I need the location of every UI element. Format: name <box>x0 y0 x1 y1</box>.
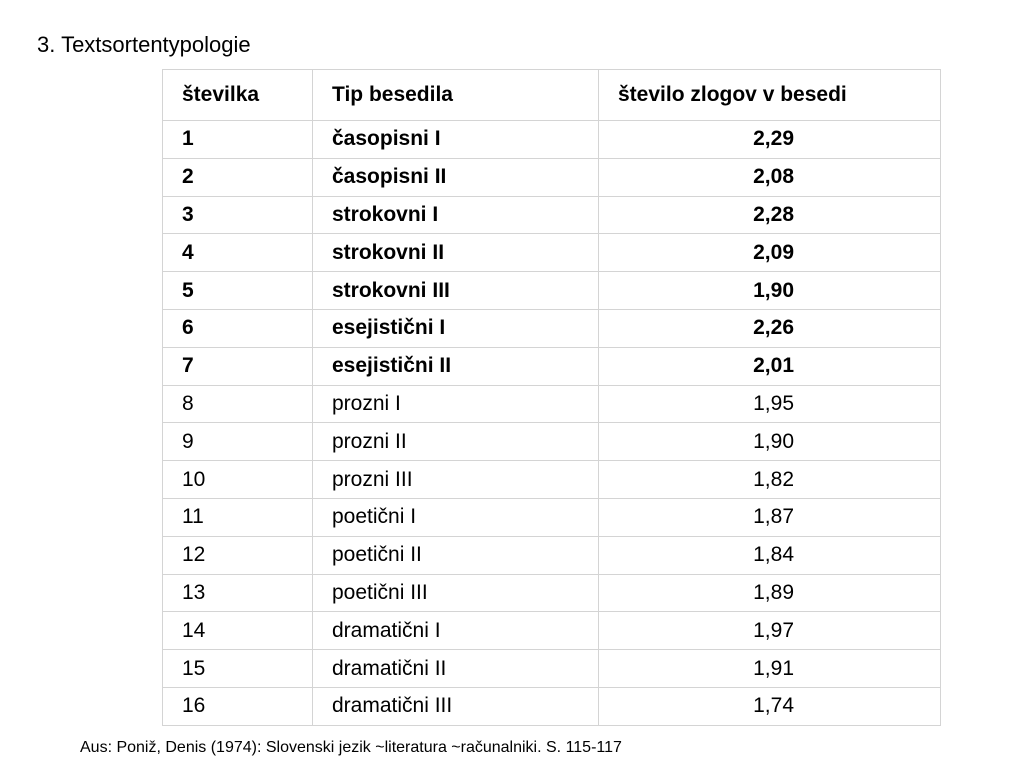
cell-text-type: dramatični III <box>312 686 599 726</box>
cell-syllables-per-word: 1,91 <box>598 649 941 688</box>
table-row: 6 esejistični I 2,26 <box>162 308 941 348</box>
cell-syllables-per-word: 1,97 <box>598 611 941 651</box>
cell-syllables-per-word: 1,90 <box>598 271 941 310</box>
syllable-table: številka Tip besedila število zlogov v b… <box>162 69 941 726</box>
column-header-syllables-per-word: število zlogov v besedi <box>598 69 941 121</box>
cell-text-type: poetični I <box>312 497 599 537</box>
cell-number: 16 <box>162 686 313 726</box>
cell-text-type: esejistični I <box>312 308 599 348</box>
syllable-table-container: številka Tip besedila število zlogov v b… <box>162 69 941 726</box>
cell-text-type: strokovni I <box>312 195 599 235</box>
cell-syllables-per-word: 1,82 <box>598 460 941 499</box>
cell-number: 13 <box>162 573 313 613</box>
cell-syllables-per-word: 2,09 <box>598 233 941 273</box>
cell-syllables-per-word: 2,08 <box>598 157 941 197</box>
cell-number: 7 <box>162 346 313 386</box>
cell-text-type: časopisni II <box>312 157 599 197</box>
table-header-row: številka Tip besedila število zlogov v b… <box>162 69 941 121</box>
cell-number: 10 <box>162 460 313 499</box>
cell-number: 12 <box>162 535 313 575</box>
table-row: 10 prozni III 1,82 <box>162 460 941 499</box>
table-row: 7 esejistični II 2,01 <box>162 346 941 386</box>
cell-number: 14 <box>162 611 313 651</box>
cell-number: 15 <box>162 649 313 688</box>
table-row: 4 strokovni II 2,09 <box>162 233 941 273</box>
cell-text-type: esejistični II <box>312 346 599 386</box>
table-row: 8 prozni I 1,95 <box>162 384 941 424</box>
table-row: 13 poetični III 1,89 <box>162 573 941 613</box>
column-header-number: številka <box>162 69 313 121</box>
cell-number: 9 <box>162 422 313 462</box>
table-row: 12 poetični II 1,84 <box>162 535 941 575</box>
cell-syllables-per-word: 2,01 <box>598 346 941 386</box>
table-row: 14 dramatični I 1,97 <box>162 611 941 651</box>
cell-syllables-per-word: 1,90 <box>598 422 941 462</box>
cell-syllables-per-word: 1,74 <box>598 686 941 726</box>
cell-syllables-per-word: 2,29 <box>598 120 941 159</box>
cell-syllables-per-word: 1,87 <box>598 497 941 537</box>
cell-number: 11 <box>162 497 313 537</box>
table-row: 11 poetični I 1,87 <box>162 497 941 537</box>
cell-text-type: strokovni II <box>312 233 599 273</box>
cell-text-type: poetični II <box>312 535 599 575</box>
source-citation: Aus: Poniž, Denis (1974): Slovenski jezi… <box>80 739 622 756</box>
column-header-text-type: Tip besedila <box>312 69 599 121</box>
cell-text-type: strokovni III <box>312 271 599 310</box>
cell-number: 5 <box>162 271 313 310</box>
cell-text-type: prozni III <box>312 460 599 499</box>
cell-syllables-per-word: 2,26 <box>598 308 941 348</box>
table-row: 5 strokovni III 1,90 <box>162 271 941 310</box>
cell-number: 4 <box>162 233 313 273</box>
table-row: 16 dramatični III 1,74 <box>162 686 941 726</box>
cell-text-type: prozni I <box>312 384 599 424</box>
cell-text-type: prozni II <box>312 422 599 462</box>
cell-text-type: poetični III <box>312 573 599 613</box>
cell-text-type: dramatični I <box>312 611 599 651</box>
cell-syllables-per-word: 2,28 <box>598 195 941 235</box>
cell-number: 8 <box>162 384 313 424</box>
cell-syllables-per-word: 1,84 <box>598 535 941 575</box>
cell-syllables-per-word: 1,89 <box>598 573 941 613</box>
slide-title: 3. Textsortentypologie <box>37 32 251 57</box>
cell-number: 1 <box>162 120 313 159</box>
cell-text-type: dramatični II <box>312 649 599 688</box>
table-body: 1 časopisni I 2,29 2 časopisni II 2,08 3 stroko… <box>162 120 941 726</box>
table-row: 1 časopisni I 2,29 <box>162 120 941 159</box>
cell-text-type: časopisni I <box>312 120 599 159</box>
table-row: 3 strokovni I 2,28 <box>162 195 941 235</box>
table-row: 15 dramatični II 1,91 <box>162 649 941 688</box>
cell-syllables-per-word: 1,95 <box>598 384 941 424</box>
cell-number: 2 <box>162 157 313 197</box>
table-row: 2 časopisni II 2,08 <box>162 157 941 197</box>
table-row: 9 prozni II 1,90 <box>162 422 941 462</box>
cell-number: 3 <box>162 195 313 235</box>
cell-number: 6 <box>162 308 313 348</box>
